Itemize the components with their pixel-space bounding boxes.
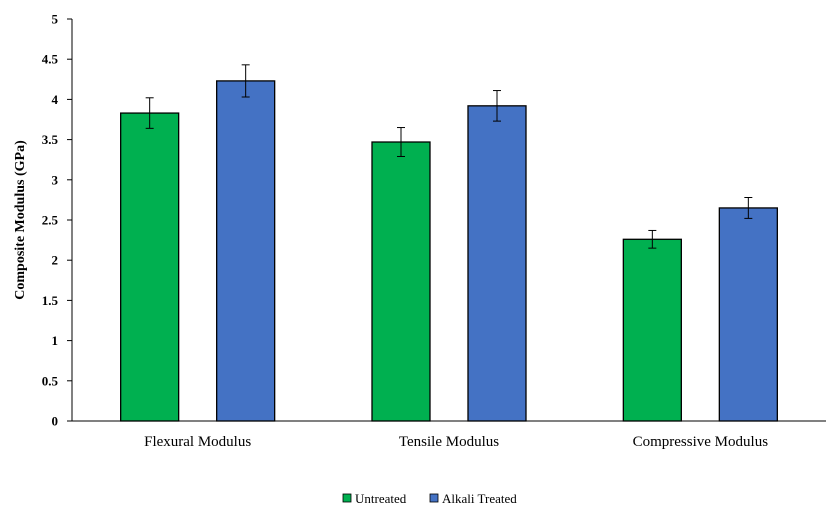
bar <box>718 207 778 422</box>
legend-label: Alkali Treated <box>442 491 517 506</box>
y-axis-label: Composite Modulus (GPa) <box>13 140 28 300</box>
y-tick-label: 5 <box>52 12 59 27</box>
legend: Untreated Alkali Treated <box>342 491 517 506</box>
bars <box>120 80 778 422</box>
y-tick-label: 2.5 <box>42 213 59 228</box>
x-category-label: Tensile Modulus <box>399 434 499 450</box>
x-category-label: Flexural Modulus <box>144 434 251 450</box>
y-tick-label: 4.5 <box>42 52 59 67</box>
bar <box>622 238 682 422</box>
legend-swatch <box>342 493 352 503</box>
y-tick-label: 1.5 <box>42 293 59 308</box>
y-tick-label: 3.5 <box>42 132 59 147</box>
bar <box>467 105 527 422</box>
y-tick-label: 2 <box>52 253 59 268</box>
legend-label: Untreated <box>355 491 407 506</box>
bar <box>371 141 431 422</box>
y-tick-label: 0.5 <box>42 373 59 388</box>
x-category-label: Compressive Modulus <box>633 434 769 450</box>
legend-swatch <box>429 493 439 503</box>
y-tick-label: 0 <box>52 414 59 429</box>
bar <box>120 112 180 422</box>
bar <box>216 80 276 422</box>
y-tick-label: 1 <box>52 333 59 348</box>
x-axis: Flexural Modulus Tensile Modulus Compressi… <box>72 420 826 450</box>
y-tick-label: 3 <box>52 172 59 187</box>
y-tick-label: 4 <box>52 92 59 107</box>
y-axis: 0 0.5 1 1.5 2 2.5 3 3.5 4 4.5 5 <box>42 12 73 429</box>
error-bars <box>145 64 753 249</box>
